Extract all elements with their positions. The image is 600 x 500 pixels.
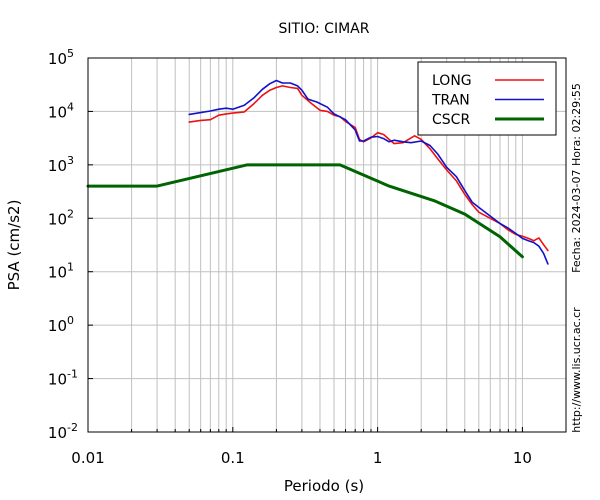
y-tick-label: 102	[48, 207, 74, 228]
y-tick-label: 10-1	[48, 368, 78, 389]
y-tick-label: 10-2	[48, 421, 78, 442]
y-tick-label: 100	[48, 314, 74, 335]
x-tick-label: 1	[373, 449, 383, 467]
datetime-stamp: Fecha: 2024-03-07 Hora: 02:29:55	[570, 83, 583, 273]
legend-label-cscr: CSCR	[432, 112, 470, 128]
y-tick-label: 105	[48, 47, 74, 68]
chart-title: SITIO: CIMAR	[279, 21, 370, 37]
axes-layer: 0.01 0.1 1 10 10-2 10-1 100 101 102 103 104 105	[48, 47, 567, 467]
x-axis-label: Periodo (s)	[284, 477, 364, 495]
x-tick-label: 10	[513, 449, 532, 467]
series-layer	[86, 79, 549, 265]
plot-frame	[87, 57, 567, 433]
legend-box	[417, 61, 557, 136]
series-line-tran	[188, 79, 549, 265]
series-line-cscr	[86, 163, 524, 259]
source-url: http://www.lis.ucr.ac.cr	[570, 307, 583, 433]
x-tick-label: 0.01	[71, 449, 104, 467]
legend: LONG TRAN CSCR	[417, 61, 557, 136]
y-axis-label: PSA (cm/s2)	[5, 200, 23, 291]
legend-label-tran: TRAN	[431, 93, 470, 109]
x-tick-label: 0.1	[221, 449, 245, 467]
y-tick-label: 104	[48, 100, 74, 121]
y-tick-label: 103	[48, 154, 74, 175]
legend-label-long: LONG	[432, 73, 472, 89]
y-tick-label: 101	[48, 261, 74, 282]
